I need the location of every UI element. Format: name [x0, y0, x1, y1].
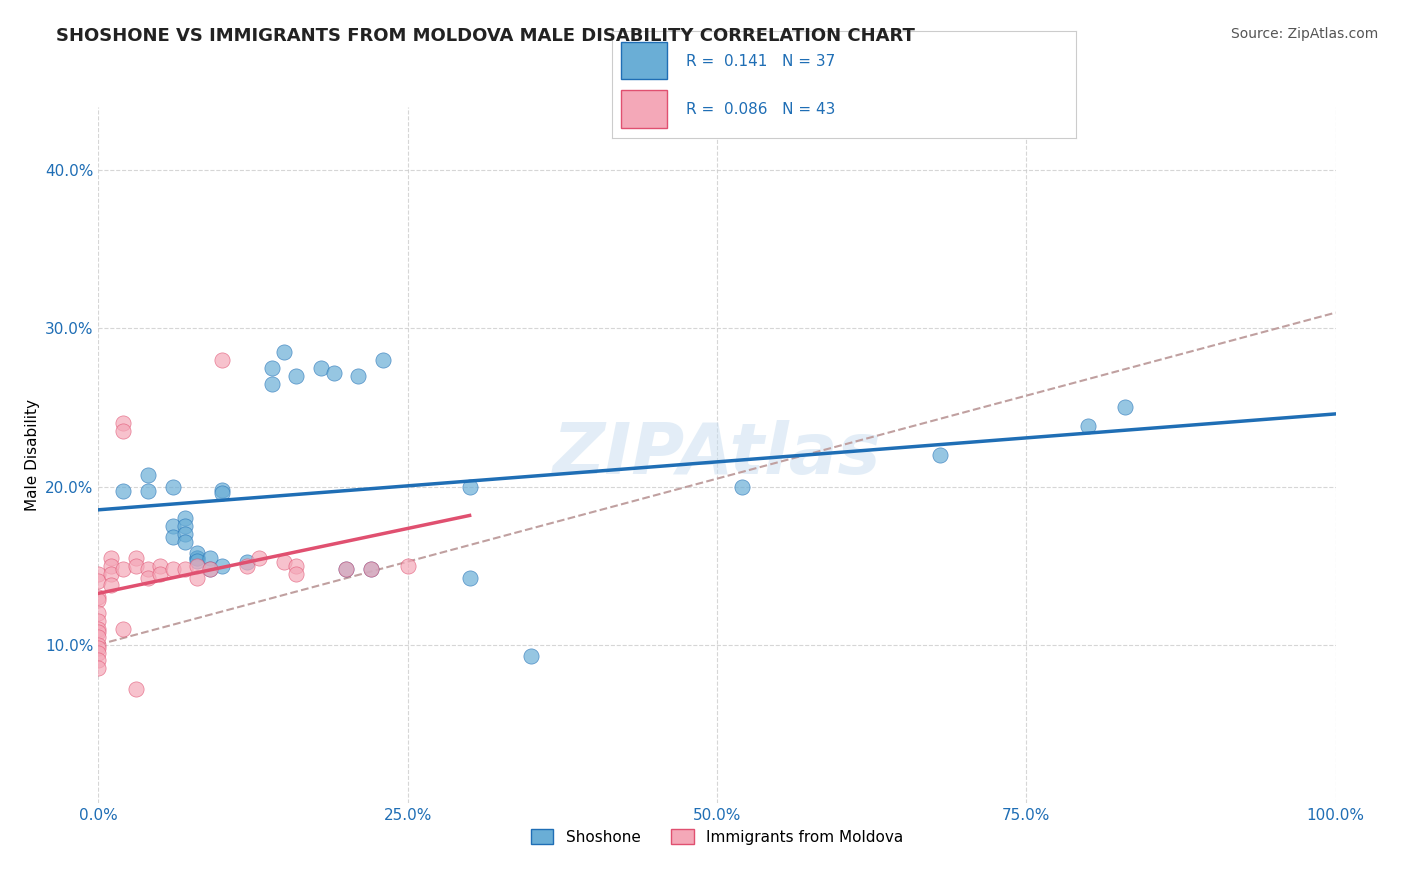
Point — [174, 511, 197, 525]
Point — [236, 556, 259, 570]
Point — [87, 606, 110, 620]
Point — [211, 353, 233, 368]
Point — [247, 550, 270, 565]
Point — [112, 424, 135, 438]
Point — [87, 646, 110, 660]
Point — [174, 562, 197, 576]
Point — [124, 550, 146, 565]
Point — [87, 591, 110, 605]
Point — [87, 614, 110, 628]
Point — [211, 483, 233, 497]
Point — [186, 546, 208, 560]
Point — [112, 562, 135, 576]
Point — [149, 558, 172, 573]
Point — [112, 484, 135, 499]
Legend: Shoshone, Immigrants from Moldova: Shoshone, Immigrants from Moldova — [524, 822, 910, 851]
Point — [520, 648, 543, 663]
Point — [260, 376, 283, 391]
Point — [285, 566, 308, 581]
Point — [335, 562, 357, 576]
Point — [87, 574, 110, 589]
Point — [236, 558, 259, 573]
Point — [124, 558, 146, 573]
Point — [186, 550, 208, 565]
Point — [87, 661, 110, 675]
Text: Source: ZipAtlas.com: Source: ZipAtlas.com — [1230, 27, 1378, 41]
Point — [211, 486, 233, 500]
Point — [198, 562, 221, 576]
FancyBboxPatch shape — [621, 42, 668, 79]
Text: R =  0.086   N = 43: R = 0.086 N = 43 — [686, 102, 835, 117]
Point — [186, 558, 208, 573]
Point — [87, 625, 110, 640]
Point — [162, 519, 184, 533]
Point — [347, 368, 370, 383]
Point — [112, 622, 135, 636]
Point — [396, 558, 419, 573]
Point — [309, 360, 332, 375]
Point — [87, 622, 110, 636]
Point — [124, 681, 146, 696]
Point — [1114, 401, 1136, 415]
Point — [87, 638, 110, 652]
Point — [136, 571, 159, 585]
Point — [136, 562, 159, 576]
Point — [136, 468, 159, 483]
Point — [174, 527, 197, 541]
Point — [100, 577, 122, 591]
Point — [360, 562, 382, 576]
Point — [285, 558, 308, 573]
Point — [100, 558, 122, 573]
Text: SHOSHONE VS IMMIGRANTS FROM MOLDOVA MALE DISABILITY CORRELATION CHART: SHOSHONE VS IMMIGRANTS FROM MOLDOVA MALE… — [56, 27, 915, 45]
Text: R =  0.141   N = 37: R = 0.141 N = 37 — [686, 54, 835, 69]
Point — [174, 534, 197, 549]
Text: ZIPAtlas: ZIPAtlas — [553, 420, 882, 490]
Point — [136, 484, 159, 499]
Point — [928, 448, 950, 462]
Point — [731, 479, 754, 493]
Point — [87, 593, 110, 607]
Point — [100, 566, 122, 581]
Point — [87, 653, 110, 667]
Point — [87, 630, 110, 644]
Point — [273, 345, 295, 359]
Point — [186, 571, 208, 585]
Point — [360, 562, 382, 576]
Point — [162, 530, 184, 544]
Point — [335, 562, 357, 576]
Point — [260, 360, 283, 375]
Point — [285, 368, 308, 383]
Point — [273, 556, 295, 570]
Point — [186, 550, 208, 565]
Point — [198, 550, 221, 565]
Point — [1077, 419, 1099, 434]
Point — [112, 417, 135, 431]
Point — [322, 366, 344, 380]
FancyBboxPatch shape — [621, 90, 668, 128]
Point — [100, 550, 122, 565]
Y-axis label: Male Disability: Male Disability — [24, 399, 39, 511]
Point — [186, 554, 208, 568]
Point — [458, 571, 481, 585]
Point — [162, 479, 184, 493]
Point — [371, 353, 394, 368]
Point — [149, 566, 172, 581]
Point — [458, 479, 481, 493]
Point — [198, 562, 221, 576]
Point — [87, 566, 110, 581]
Point — [211, 558, 233, 573]
Point — [174, 519, 197, 533]
Point — [162, 562, 184, 576]
Point — [87, 640, 110, 655]
